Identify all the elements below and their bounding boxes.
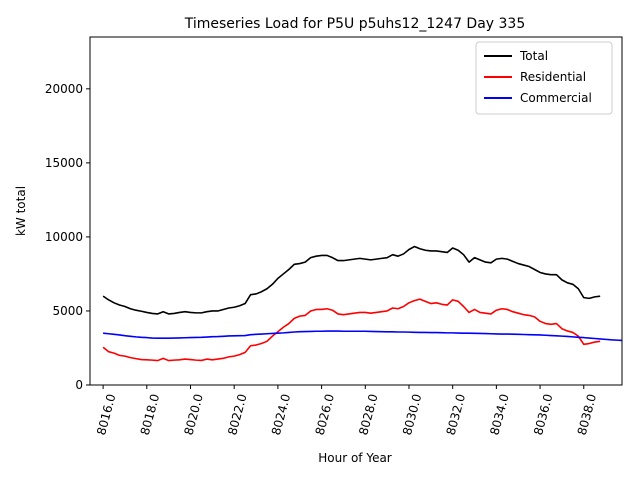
axes-frame bbox=[89, 36, 623, 386]
series-line-residential bbox=[102, 298, 601, 362]
series-line-total bbox=[102, 245, 601, 315]
y-axis: 0 5000 10000 15000 20000 bbox=[45, 82, 90, 392]
y-axis-label: kW total bbox=[14, 186, 28, 236]
legend-label-commercial: Commercial bbox=[520, 91, 592, 105]
series-line-commercial bbox=[103, 330, 623, 342]
legend-label-residential: Residential bbox=[520, 70, 586, 84]
y-tick-label: 10000 bbox=[45, 230, 83, 244]
legend-label-total: Total bbox=[519, 49, 548, 63]
y-tick-label: 5000 bbox=[52, 304, 83, 318]
legend: Total Residential Commercial bbox=[475, 41, 613, 115]
series-group bbox=[102, 245, 623, 362]
y-tick-label: 0 bbox=[75, 378, 83, 392]
y-tick-label: 20000 bbox=[45, 82, 83, 96]
legend-box bbox=[475, 41, 613, 115]
x-axis-label: Hour of Year bbox=[318, 451, 392, 465]
chart-title: Timeseries Load for P5U p5uhs12_1247 Day… bbox=[184, 16, 526, 32]
y-tick-label: 15000 bbox=[45, 156, 83, 170]
